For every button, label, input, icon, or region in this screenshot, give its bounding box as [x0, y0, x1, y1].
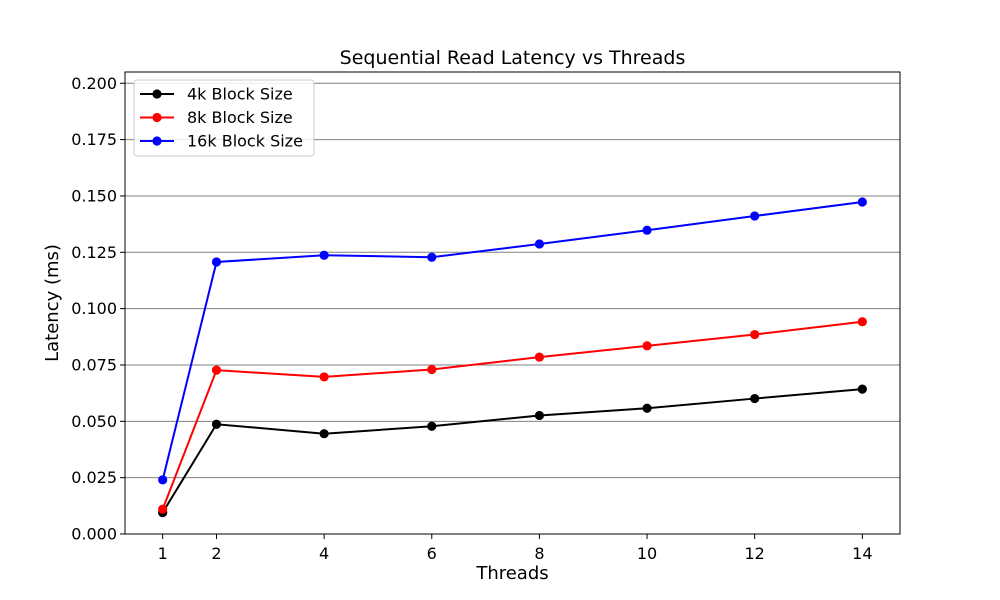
data-point — [211, 257, 222, 267]
x-tick-label: 6 — [427, 544, 437, 563]
legend-marker — [152, 136, 162, 146]
data-point — [158, 475, 168, 485]
series-1 — [158, 317, 867, 514]
data-point — [857, 197, 867, 207]
legend-item: 16k Block Size — [140, 132, 303, 151]
data-point — [427, 421, 437, 431]
data-point — [319, 250, 329, 260]
x-tick-label: 12 — [745, 544, 765, 563]
y-tick-label: 0.025 — [71, 468, 117, 487]
legend-item: 8k Block Size — [140, 108, 293, 127]
legend-item: 4k Block Size — [140, 85, 293, 104]
y-tick-label: 0.050 — [71, 412, 117, 431]
legend-box — [133, 79, 315, 157]
legend-marker — [152, 89, 162, 99]
data-point — [319, 429, 329, 439]
series-line — [161, 388, 863, 514]
x-tick-label: 1 — [158, 544, 168, 563]
x-tick-label: 14 — [852, 544, 872, 563]
x-axis-title: Threads — [475, 563, 548, 584]
y-tick-label: 0.125 — [71, 243, 117, 262]
data-point — [642, 403, 652, 413]
data-point — [534, 410, 545, 421]
y-axis: 0.000 0.025 0.050 0.075 0.100 0.125 0.150 0.175… — [71, 74, 125, 544]
data-point — [319, 372, 329, 382]
data-point — [642, 225, 652, 235]
data-point — [427, 364, 437, 375]
data-point — [750, 393, 760, 404]
x-tick-label: 10 — [637, 544, 657, 563]
data-point — [857, 317, 867, 327]
series-group — [158, 197, 867, 518]
series-2 — [158, 197, 867, 485]
legend: 4k Block Size 8k Block Size 16k Block Size — [133, 79, 315, 157]
y-tick-label: 0.175 — [71, 130, 117, 149]
plot-frame — [124, 71, 901, 535]
series-line — [161, 201, 863, 481]
x-tick-label: 2 — [211, 544, 221, 563]
data-point — [534, 239, 545, 249]
data-point — [750, 329, 760, 340]
data-point — [211, 419, 222, 429]
x-tick-label: 8 — [534, 544, 544, 563]
y-tick-label: 0.150 — [71, 186, 117, 205]
data-point — [857, 384, 867, 394]
data-point — [534, 352, 545, 362]
y-tick-label: 0.200 — [71, 74, 117, 93]
legend-marker — [152, 112, 162, 123]
data-point — [211, 365, 222, 375]
legend-label: 16k Block Size — [187, 132, 303, 151]
legend-label: 4k Block Size — [187, 85, 293, 104]
chart-title: Sequential Read Latency vs Threads — [340, 47, 686, 69]
y-tick-label: 0.000 — [71, 525, 117, 544]
x-tick-label: 4 — [319, 544, 329, 563]
y-tick-label: 0.100 — [71, 299, 117, 318]
data-point — [642, 341, 652, 351]
data-point — [750, 211, 760, 221]
y-axis-title: Latency (ms) — [42, 244, 63, 362]
data-point — [158, 504, 168, 514]
data-point — [427, 252, 437, 262]
x-axis: 1 2 4 6 8 10 12 14 — [158, 534, 873, 563]
legend-label: 8k Block Size — [187, 108, 293, 127]
y-tick-label: 0.075 — [71, 355, 117, 374]
series-line — [161, 320, 863, 510]
